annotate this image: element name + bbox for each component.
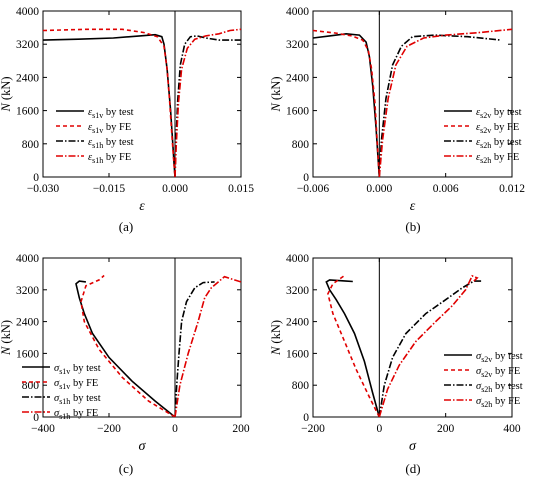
x-tick-label: 400: [503, 423, 521, 435]
y-tick-label: 4000: [286, 6, 309, 18]
x-axis-title: ε: [139, 199, 145, 214]
legend-label: σs1h by test: [54, 393, 101, 406]
y-tick-label: 0: [33, 172, 39, 184]
x-tick-label: −0.030: [27, 183, 60, 195]
x-tick-label: 0.006: [433, 183, 459, 195]
legend-label: σs1h by FE: [54, 408, 98, 421]
x-tick-label: 200: [232, 423, 250, 435]
y-tick-label: 1600: [286, 106, 309, 118]
x-axis-title: ε: [410, 199, 416, 214]
series-line-s1v-fe: [43, 28, 176, 177]
y-tick-label: 0: [303, 412, 309, 424]
y-tick-label: 2400: [16, 72, 39, 84]
series-line-s2h-test: [378, 280, 483, 417]
x-axis-title: σ: [409, 439, 417, 454]
x-tick-label: 0.015: [228, 183, 254, 195]
y-axis-title: N (kN): [269, 320, 283, 356]
y-tick-label: 1600: [286, 348, 309, 360]
legend-label: εs1h by FE: [88, 152, 131, 165]
y-tick-label: 2400: [286, 72, 309, 84]
series-line-s2v-test: [325, 279, 381, 417]
x-tick-label: −400: [31, 423, 55, 435]
series-line-s1h-fe: [174, 28, 241, 177]
y-tick-label: 4000: [286, 253, 309, 265]
plot-frame: [312, 10, 513, 178]
series-line-s1h-test: [174, 35, 241, 177]
legend-label: σs1v by test: [54, 363, 101, 376]
legend-label: σs2h by FE: [476, 396, 520, 409]
y-tick-label: 800: [292, 380, 310, 392]
chart-panel-3: −400 −200 0 200 0 800 1600 2400 3200 4000 σ N (kN) σ…: [0, 253, 250, 476]
y-tick-label: 2400: [16, 317, 39, 329]
series-line-s2h-fe: [378, 274, 479, 417]
x-tick-label: 200: [437, 423, 455, 435]
legend-label: σs2v by test: [476, 351, 523, 364]
legend-label: σs1v by FE: [54, 378, 98, 391]
plot-frame: [42, 257, 242, 418]
legend-label: σs2h by test: [476, 381, 523, 394]
x-tick-label: −200: [97, 423, 121, 435]
plot-frame: [312, 257, 513, 418]
legend-label: εs2v by test: [476, 107, 522, 120]
plot-frame: [42, 10, 242, 178]
panel-caption: (a): [119, 219, 133, 234]
series-line-s2v-fe: [313, 29, 381, 177]
legend-label: εs1v by FE: [88, 122, 131, 135]
x-tick-label: 0: [376, 423, 382, 435]
y-axis-title: N (kN): [0, 76, 13, 112]
panel-caption: (c): [119, 461, 133, 476]
legend-label: εs1h by test: [88, 137, 134, 150]
x-tick-label: 0: [172, 423, 178, 435]
chart-panel-2: −0.006 0.000 0.006 0.012 0 800 1600 2400 3200 400…: [269, 6, 525, 234]
chart-panel-1: −0.030 −0.015 0.000 0.015 0 800 1600 2400 3200 40…: [0, 6, 254, 234]
y-tick-label: 2400: [286, 317, 309, 329]
y-tick-label: 3200: [16, 285, 39, 297]
y-tick-label: 800: [22, 139, 40, 151]
legend-label: εs1v by test: [88, 107, 134, 120]
series-line-s1h-test: [174, 281, 215, 417]
y-tick-label: 0: [303, 172, 309, 184]
x-tick-label: 0.000: [162, 183, 188, 195]
legend-label: εs2h by FE: [476, 152, 519, 165]
series-line-s2h-fe: [378, 28, 512, 177]
x-tick-label: 0.000: [366, 183, 392, 195]
y-axis-title: N (kN): [0, 320, 13, 356]
y-tick-label: 0: [33, 412, 39, 424]
x-tick-label: −200: [301, 423, 325, 435]
y-axis-title: N (kN): [269, 76, 283, 112]
series-line-s2v-test: [313, 32, 381, 177]
series-line-s1v-test: [75, 280, 176, 417]
legend: εs2v by test εs2v by FE εs2h by test εs2h b…: [444, 107, 522, 165]
series-line-s1v-test: [43, 33, 176, 177]
y-tick-label: 3200: [286, 285, 309, 297]
y-tick-label: 1600: [16, 106, 39, 118]
y-tick-label: 800: [22, 380, 40, 392]
y-tick-label: 3200: [16, 39, 39, 51]
y-tick-label: 4000: [16, 6, 39, 18]
x-tick-label: −0.006: [297, 183, 330, 195]
legend-label: εs2v by FE: [476, 122, 519, 135]
panel-caption: (b): [405, 219, 420, 234]
legend: εs1v by test εs1v by FE εs1h by test εs1h b…: [56, 107, 134, 165]
series-line-s1h-fe: [174, 275, 241, 417]
legend: σs1v by test σs1v by FE σs1h by test σs1h b…: [22, 363, 101, 421]
legend-label: εs2h by test: [476, 137, 522, 150]
x-tick-label: −0.015: [93, 183, 126, 195]
series-line-s2h-test: [378, 34, 501, 177]
legend: σs2v by test σs2v by FE σs2h by test σs2h b…: [444, 351, 523, 409]
y-tick-label: 1600: [16, 348, 39, 360]
x-tick-label: 0.012: [499, 183, 525, 195]
series-line-s1v-fe: [80, 274, 176, 417]
y-tick-label: 3200: [286, 39, 309, 51]
series-line-s2v-fe: [327, 274, 381, 417]
legend-label: σs2v by FE: [476, 366, 520, 379]
y-tick-label: 800: [292, 139, 310, 151]
x-axis-title: σ: [139, 439, 147, 454]
panel-caption: (d): [405, 461, 420, 476]
y-tick-label: 4000: [16, 253, 39, 265]
